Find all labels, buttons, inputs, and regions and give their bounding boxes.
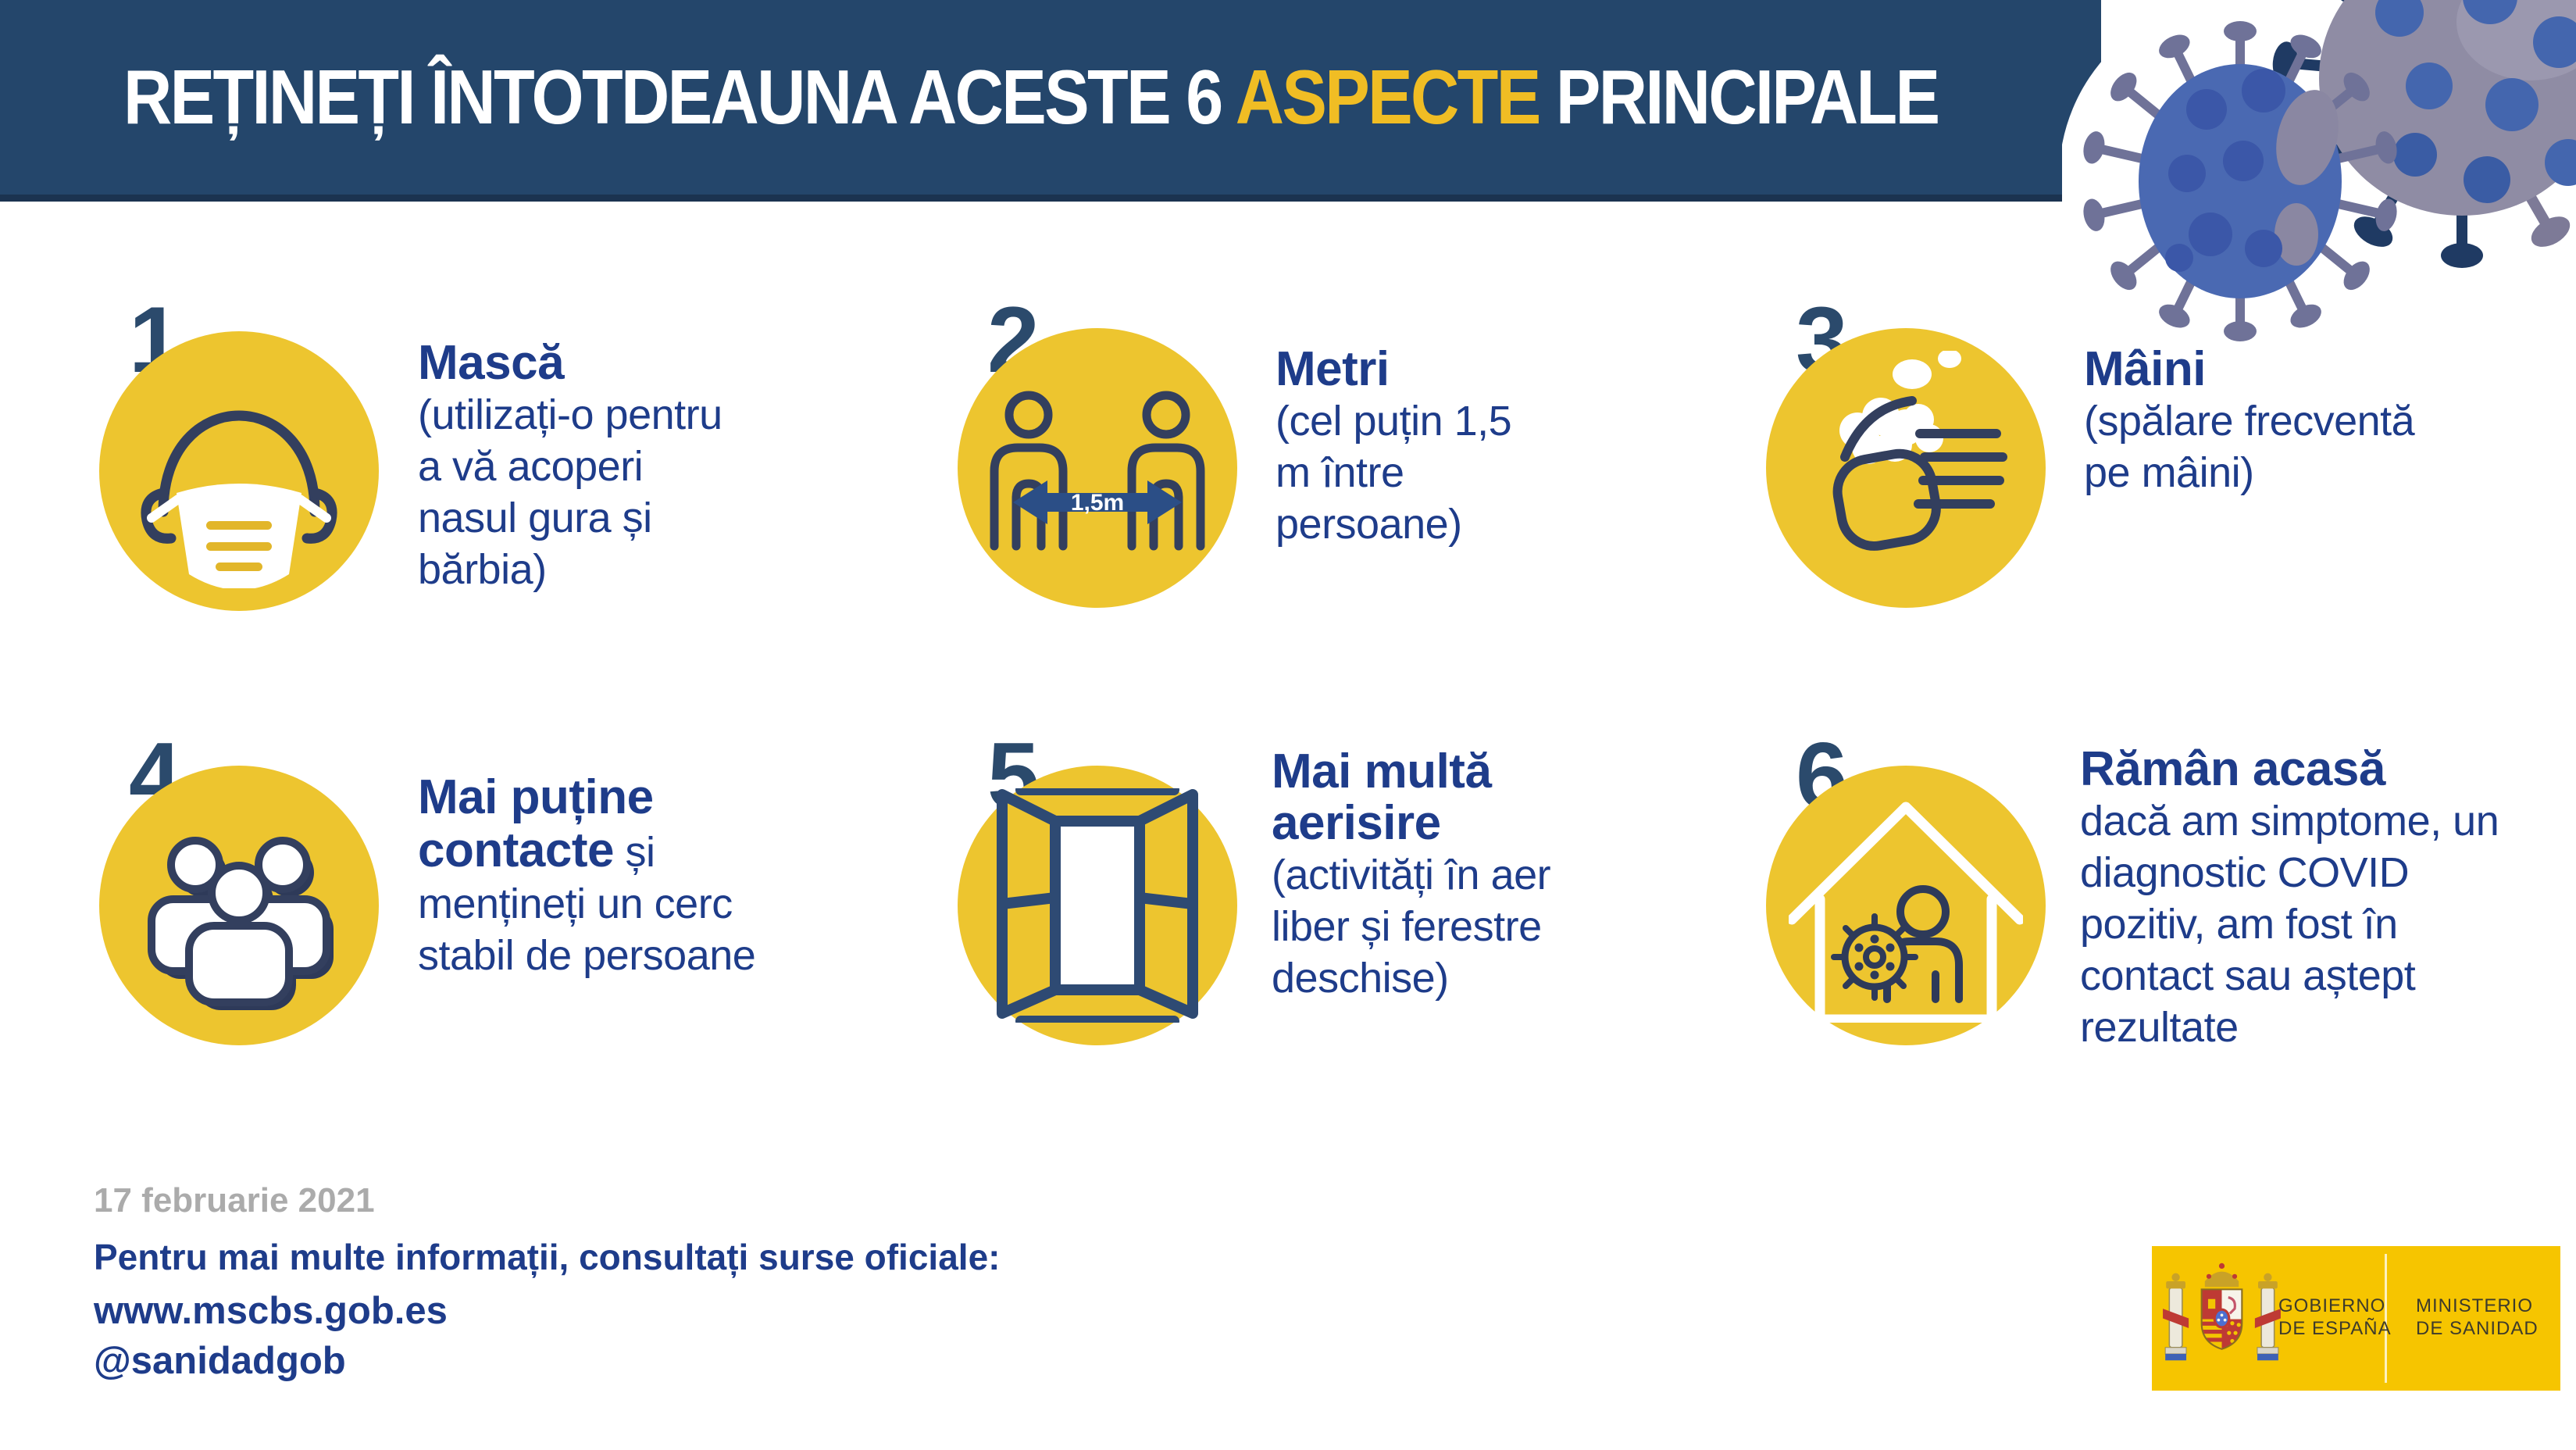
item-text-ventilation: Mai multă aerisire (activități în aer li… — [1272, 746, 1639, 1004]
hand-washing-icon — [1832, 351, 2007, 551]
footer-info: Pentru mai multe informații, consultați … — [94, 1237, 1001, 1277]
title-highlight: ASPECTE — [1235, 54, 1541, 140]
gray-virus-body — [2319, 0, 2576, 216]
gobierno-de-espana-logo: GOBIERNO DE ESPAÑA MINISTERIO DE SANIDAD — [2152, 1246, 2560, 1391]
stay-home-icon — [1789, 802, 2023, 1023]
virus-badge — [1831, 913, 1918, 1001]
distance-arrow — [1013, 480, 1182, 524]
contacts-circle — [99, 766, 379, 1045]
item-body-hands: (spălare frecventă pe mâini) — [2084, 398, 2415, 496]
item-text-hands: Mâini (spălare frecventă pe mâini) — [2084, 344, 2420, 498]
footer-date: 17 februarie 2021 — [94, 1181, 375, 1220]
hands-circle — [1766, 328, 2046, 608]
white-ring-back — [2260, 0, 2576, 280]
item-lead-ventilation: Mai multă aerisire — [1272, 745, 1492, 850]
logo-ministry-label: MINISTERIO DE SANIDAD — [2416, 1295, 2539, 1339]
title-part2: PRINCIPALE — [1539, 54, 1940, 140]
mask-icon — [141, 410, 337, 588]
item-lead-mask: Mască — [418, 336, 565, 390]
logo-government-label: GOBIERNO DE ESPAÑA — [2278, 1295, 2392, 1339]
item-lead-hands: Mâini — [2084, 342, 2206, 396]
distance-label: 1,5m — [1071, 490, 1124, 516]
open-window-icon — [997, 788, 1198, 1023]
item-text-contacts: Mai puține contacte și mențineți un cerc… — [418, 772, 808, 981]
coronavirus-illustration — [2062, 0, 2576, 359]
stay-home-circle — [1766, 766, 2046, 1045]
mask-circle — [99, 331, 379, 611]
page-title: REȚINEȚI ÎNTOTDEAUNA ACESTE 6 ASPECTE PR… — [123, 53, 1940, 141]
distance-icon: 1,5m — [990, 391, 1205, 551]
item-text-mask: Mască (utilizați-o pentru a vă acoperi n… — [418, 338, 730, 595]
item-body-distance: (cel puțin 1,5 m între persoane) — [1276, 398, 1512, 548]
item-lead-distance: Metri — [1276, 342, 1390, 396]
gray-virus-spikes — [2271, 0, 2576, 268]
item-body-mask: (utilizați-o pentru a vă acoperi nasul g… — [418, 391, 722, 593]
footer-url: www.mscbs.gob.es — [94, 1290, 448, 1332]
item-body-ventilation: (activități în aer liber și ferestre des… — [1272, 852, 1551, 1002]
item-text-stay-home: Rămân acasă dacă am simptome, un diagnos… — [2080, 744, 2533, 1053]
blue-virus-spikes — [2080, 21, 2400, 341]
spain-coat-of-arms — [2163, 1262, 2281, 1361]
group-of-people-icon — [148, 837, 334, 1010]
item-text-distance: Metri (cel puțin 1,5 m între persoane) — [1276, 344, 1533, 550]
item-lead-contacts: Mai puține contacte — [418, 770, 654, 877]
title-part1: REȚINEȚI ÎNTOTDEAUNA ACESTE 6 — [123, 54, 1236, 140]
blue-virus-body — [2139, 64, 2342, 298]
item-lead-stay-home: Rămân acasă — [2080, 742, 2385, 796]
distance-circle: 1,5m — [958, 328, 1237, 608]
header-band: REȚINEȚI ÎNTOTDEAUNA ACESTE 6 ASPECTE PR… — [0, 0, 2101, 202]
item-body-stay-home: dacă am simptome, un diagnostic COVID po… — [2080, 798, 2499, 1051]
footer-social-handle: @sanidadgob — [94, 1340, 346, 1382]
window-circle — [958, 766, 1237, 1045]
white-ring-front — [2062, 0, 2421, 359]
item-body-contacts: și mențineți un cerc stabil de persoane — [418, 829, 756, 979]
logo-divider — [2385, 1254, 2387, 1383]
